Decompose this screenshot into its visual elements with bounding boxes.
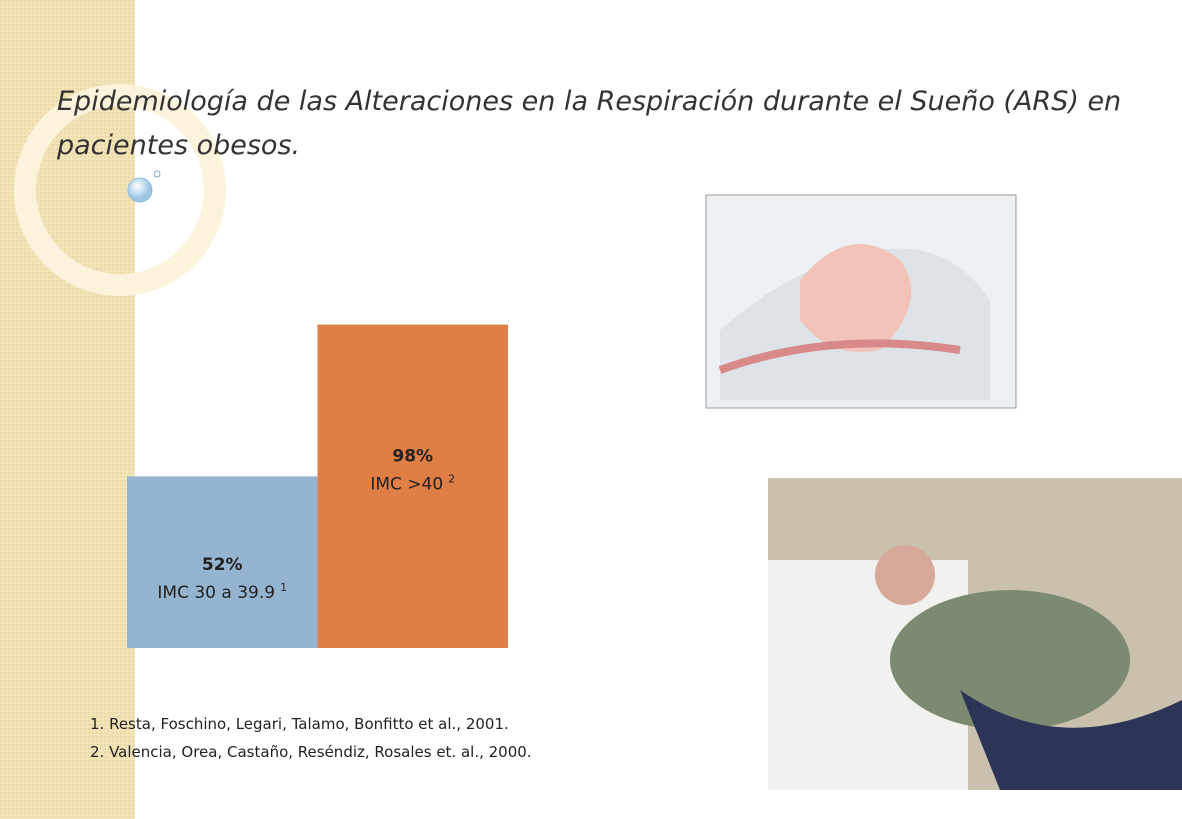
slide-title: Epidemiología de las Alteraciones en la …	[57, 86, 1122, 161]
reference: 2. Valencia, Orea, Castaño, Reséndiz, Ro…	[90, 743, 532, 761]
bar	[127, 476, 318, 648]
value-label: 52%	[202, 555, 243, 575]
bar	[317, 324, 508, 648]
side-strip	[0, 0, 135, 819]
reference: 1. Resta, Foschino, Legari, Talamo, Bonf…	[90, 715, 509, 733]
bar-chart: 52% IMC 30 a 39.9 1 98% IMC >40 2	[127, 324, 508, 648]
footnote-mark: 2	[448, 472, 455, 485]
image-airway	[705, 194, 1017, 409]
category-label: IMC 30 a 39.9 1	[157, 581, 287, 603]
category-name: IMC 30 a 39.9	[157, 583, 275, 603]
references: 1. Resta, Foschino, Legari, Talamo, Bonf…	[90, 710, 532, 766]
category-label: IMC >40 2	[370, 472, 455, 494]
value-label: 98%	[392, 446, 433, 466]
category-name: IMC >40	[370, 474, 443, 494]
footnote-mark: 1	[280, 581, 287, 594]
image-patient	[768, 478, 1182, 790]
decor-bubble	[127, 177, 153, 203]
decor-ring	[14, 84, 226, 296]
decor-bubble	[153, 170, 161, 178]
